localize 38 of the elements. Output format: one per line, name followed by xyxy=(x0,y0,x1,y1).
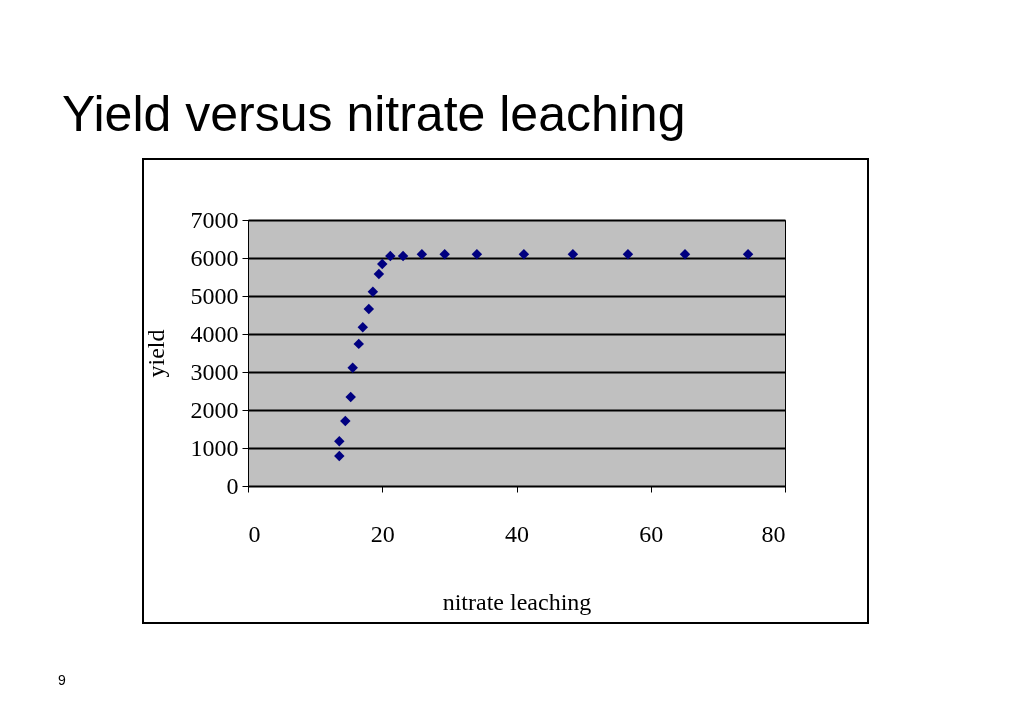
text: 9 xyxy=(58,672,66,688)
x-tick-label: 0 xyxy=(248,520,261,547)
chart-title: Yield versus nitrate leaching xyxy=(62,85,686,144)
point xyxy=(347,362,358,374)
y-axis-title: yield xyxy=(142,329,169,378)
point xyxy=(367,286,379,298)
y-tick-label: 5000 xyxy=(190,282,239,309)
point xyxy=(340,415,351,427)
point xyxy=(363,303,375,315)
x-tick-label: 60 xyxy=(639,520,664,547)
point xyxy=(334,435,345,447)
point xyxy=(345,391,356,403)
point xyxy=(353,338,364,350)
point xyxy=(416,248,428,260)
point xyxy=(742,248,754,260)
y-tick-label: 1000 xyxy=(190,434,239,461)
x-tick-label: 20 xyxy=(370,520,395,547)
x-tick-label: 80 xyxy=(761,520,786,547)
y-tick-label: 4000 xyxy=(190,320,239,347)
point xyxy=(334,450,345,462)
point xyxy=(567,248,579,260)
y-tick-label: 7000 xyxy=(190,206,239,233)
point xyxy=(622,248,634,260)
x-axis-title: nitrate leaching xyxy=(442,588,592,615)
point xyxy=(385,250,396,262)
y-tick-label: 2000 xyxy=(190,396,239,423)
y-tick-label: 6000 xyxy=(190,244,239,271)
x-tick-label: 40 xyxy=(505,520,529,547)
point xyxy=(439,248,450,260)
point xyxy=(373,268,385,280)
point xyxy=(377,258,388,270)
point xyxy=(397,250,409,262)
point xyxy=(471,248,483,260)
point xyxy=(679,248,691,260)
point xyxy=(357,321,369,333)
y-tick-label: 3000 xyxy=(190,358,239,385)
point xyxy=(518,248,530,260)
y-tick-label: 0 xyxy=(226,472,239,499)
